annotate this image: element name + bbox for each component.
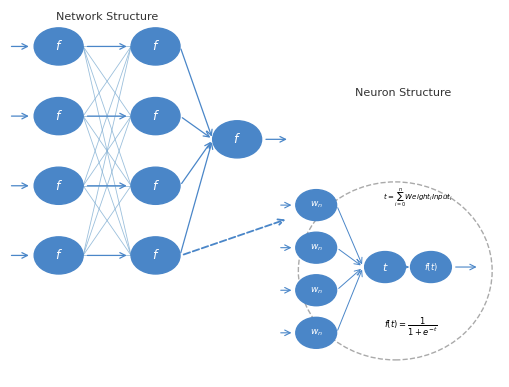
Circle shape [295, 317, 336, 348]
Text: $f(t)$: $f(t)$ [423, 261, 437, 273]
Circle shape [364, 252, 405, 283]
Text: $f$: $f$ [233, 132, 241, 146]
Circle shape [212, 121, 261, 158]
Text: $w_n$: $w_n$ [309, 285, 322, 296]
Circle shape [34, 167, 83, 204]
Circle shape [34, 98, 83, 135]
Circle shape [34, 237, 83, 274]
Circle shape [131, 167, 180, 204]
Circle shape [295, 190, 336, 221]
Text: $t = \sum_{i=0}^{n} Weight_i Input_i$: $t = \sum_{i=0}^{n} Weight_i Input_i$ [383, 186, 452, 209]
Text: $f$: $f$ [54, 179, 63, 193]
Circle shape [295, 232, 336, 263]
Text: $f$: $f$ [151, 179, 159, 193]
Circle shape [34, 28, 83, 65]
Text: $f$: $f$ [151, 248, 159, 262]
Text: $w_n$: $w_n$ [309, 327, 322, 338]
Text: $f$: $f$ [151, 109, 159, 123]
Text: Network Structure: Network Structure [56, 12, 158, 22]
Circle shape [131, 237, 180, 274]
Text: $w_n$: $w_n$ [309, 242, 322, 253]
Text: $t$: $t$ [381, 261, 388, 273]
Text: $f$: $f$ [54, 248, 63, 262]
Circle shape [410, 252, 450, 283]
Text: $w_n$: $w_n$ [309, 200, 322, 211]
Circle shape [131, 98, 180, 135]
Text: $f$: $f$ [151, 39, 159, 53]
Text: $f(t) = \dfrac{1}{1+e^{-t}}$: $f(t) = \dfrac{1}{1+e^{-t}}$ [383, 316, 437, 338]
Text: Neuron Structure: Neuron Structure [354, 88, 450, 98]
Text: $f$: $f$ [54, 39, 63, 53]
Text: $f$: $f$ [54, 109, 63, 123]
Circle shape [295, 275, 336, 306]
Circle shape [131, 28, 180, 65]
